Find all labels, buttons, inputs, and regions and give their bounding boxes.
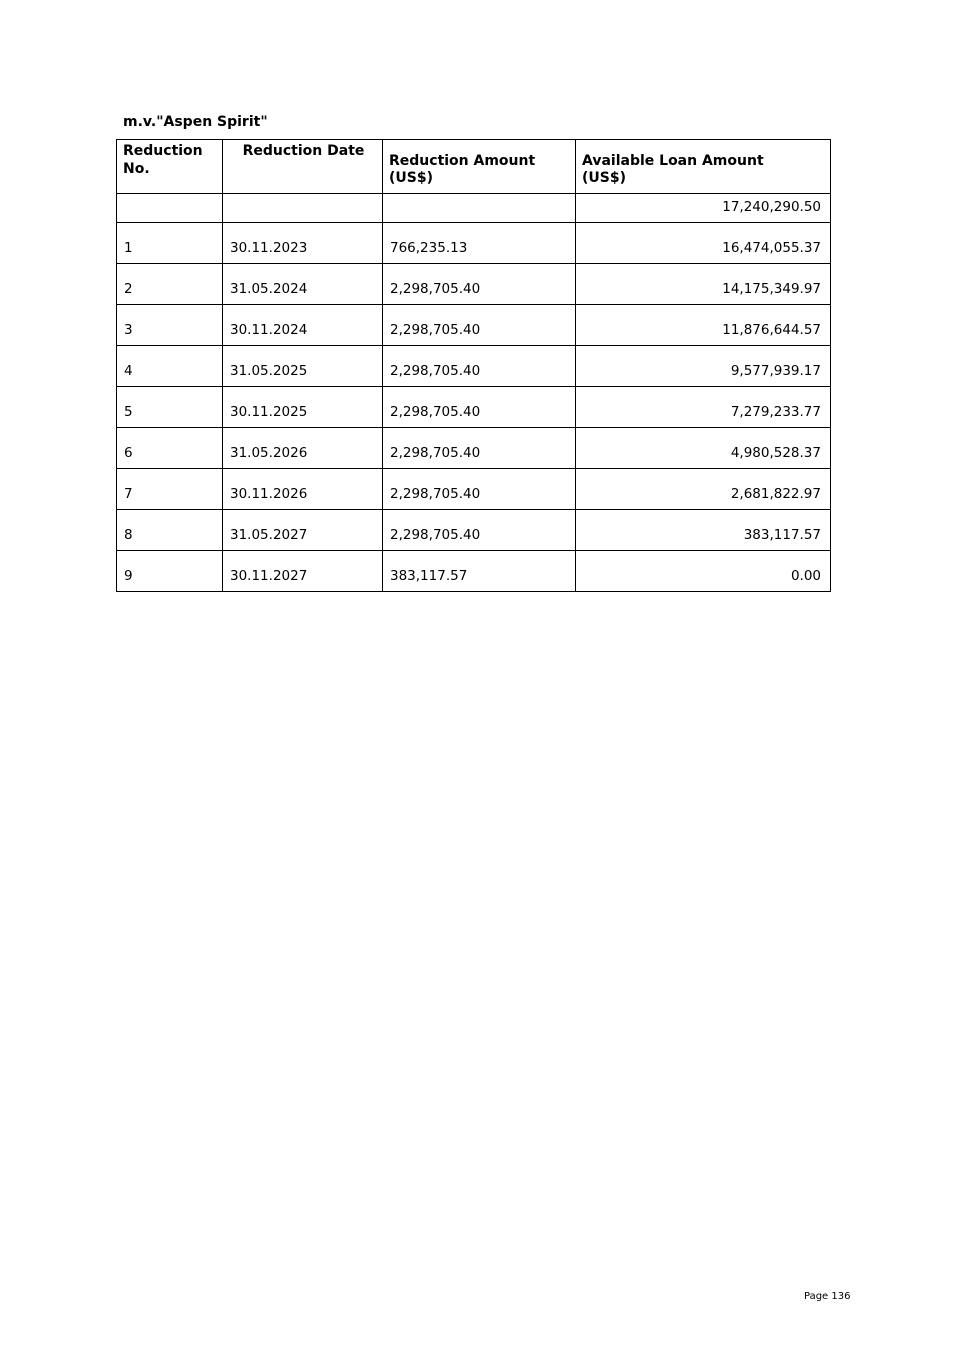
cell-reduction-date: 30.11.2025 (222, 386, 383, 428)
table-body: 17,240,290.50 1 30.11.2023 766,235.13 16… (116, 193, 831, 592)
cell-available-loan: 9,577,939.17 (575, 345, 831, 387)
cell-reduction-amount: 383,117.57 (382, 550, 576, 592)
column-header-reduction-no: Reduction No. (116, 139, 223, 194)
cell-reduction-no: 1 (116, 222, 223, 264)
cell-reduction-amount: 2,298,705.40 (382, 263, 576, 305)
cell-reduction-date: 31.05.2025 (222, 345, 383, 387)
cell-reduction-no: 4 (116, 345, 223, 387)
cell-reduction-amount: 2,298,705.40 (382, 304, 576, 346)
table-row: 4 31.05.2025 2,298,705.40 9,577,939.17 (116, 345, 831, 387)
cell-reduction-date: 30.11.2023 (222, 222, 383, 264)
opening-balance-row: 17,240,290.50 (116, 193, 831, 223)
cell-reduction-amount: 2,298,705.40 (382, 427, 576, 469)
cell-reduction-no: 9 (116, 550, 223, 592)
cell-reduction-date: 30.11.2027 (222, 550, 383, 592)
cell-available-loan: 2,681,822.97 (575, 468, 831, 510)
cell-available-loan: 16,474,055.37 (575, 222, 831, 264)
cell-reduction-no: 3 (116, 304, 223, 346)
table-header: Reduction No. Reduction Date Reduction A… (116, 139, 831, 194)
table-row: 9 30.11.2027 383,117.57 0.00 (116, 550, 831, 592)
cell-available-loan: 383,117.57 (575, 509, 831, 551)
cell-reduction-amount: 2,298,705.40 (382, 386, 576, 428)
cell-available-loan: 7,279,233.77 (575, 386, 831, 428)
cell-reduction-date: 31.05.2026 (222, 427, 383, 469)
cell-available-loan: 4,980,528.37 (575, 427, 831, 469)
column-header-reduction-amount: Reduction Amount (US$) (382, 139, 576, 194)
cell-reduction-no: 2 (116, 263, 223, 305)
table-row: 1 30.11.2023 766,235.13 16,474,055.37 (116, 222, 831, 264)
cell-reduction-amount: 2,298,705.40 (382, 468, 576, 510)
header-row: Reduction No. Reduction Date Reduction A… (116, 139, 831, 194)
cell-available-loan: 11,876,644.57 (575, 304, 831, 346)
document-title: m.v."Aspen Spirit" (123, 114, 268, 130)
table-row: 7 30.11.2026 2,298,705.40 2,681,822.97 (116, 468, 831, 510)
cell-available-loan: 14,175,349.97 (575, 263, 831, 305)
cell-reduction-amount: 2,298,705.40 (382, 345, 576, 387)
cell-reduction-no: 5 (116, 386, 223, 428)
cell-reduction-amount: 766,235.13 (382, 222, 576, 264)
table-row: 6 31.05.2026 2,298,705.40 4,980,528.37 (116, 427, 831, 469)
cell-reduction-date: 31.05.2024 (222, 263, 383, 305)
column-header-available-loan: Available Loan Amount (US$) (575, 139, 831, 194)
cell-reduction-date (222, 193, 383, 223)
cell-reduction-date: 31.05.2027 (222, 509, 383, 551)
cell-reduction-no: 8 (116, 509, 223, 551)
table-row: 3 30.11.2024 2,298,705.40 11,876,644.57 (116, 304, 831, 346)
cell-reduction-date: 30.11.2024 (222, 304, 383, 346)
loan-reduction-table: Reduction No. Reduction Date Reduction A… (116, 139, 831, 592)
cell-reduction-amount (382, 193, 576, 223)
page-number: Page 136 (804, 1291, 851, 1302)
cell-reduction-no: 6 (116, 427, 223, 469)
table-row: 8 31.05.2027 2,298,705.40 383,117.57 (116, 509, 831, 551)
column-header-reduction-date: Reduction Date (222, 139, 383, 194)
cell-available-loan: 17,240,290.50 (575, 193, 831, 223)
cell-reduction-date: 30.11.2026 (222, 468, 383, 510)
table-row: 5 30.11.2025 2,298,705.40 7,279,233.77 (116, 386, 831, 428)
cell-reduction-no: 7 (116, 468, 223, 510)
table-row: 2 31.05.2024 2,298,705.40 14,175,349.97 (116, 263, 831, 305)
cell-reduction-no (116, 193, 223, 223)
cell-reduction-amount: 2,298,705.40 (382, 509, 576, 551)
cell-available-loan: 0.00 (575, 550, 831, 592)
